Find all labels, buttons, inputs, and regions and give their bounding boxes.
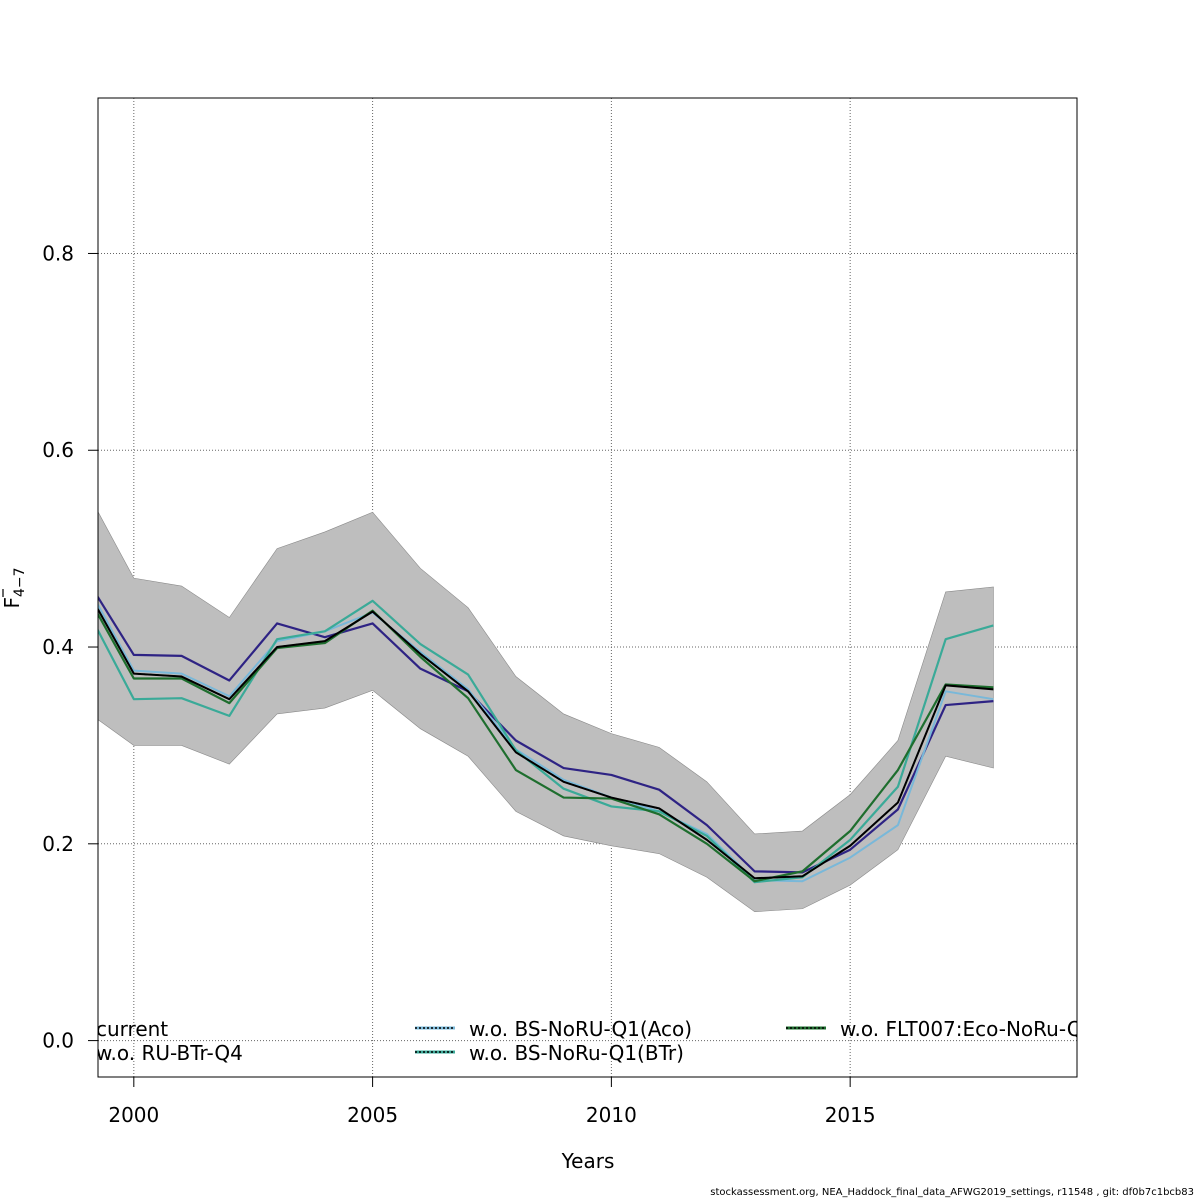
series-layer — [98, 595, 994, 884]
x-tick-label: 2000 — [108, 1103, 159, 1127]
series-line — [98, 599, 994, 884]
svg-text:F4−7: F4−7 — [0, 567, 28, 608]
x-tick-label: 2015 — [825, 1103, 876, 1127]
y-axis-title: F4−7 — [0, 567, 28, 608]
legend-label: w.o. FLT007:Eco-NoRu-Q — [840, 1017, 1083, 1041]
y-axis-title-main: F — [0, 597, 24, 609]
series-line — [98, 595, 994, 874]
confidence-band-layer — [98, 511, 994, 913]
x-axis: 2000 2005 2010 2015 — [108, 1077, 876, 1127]
x-tick-label: 2005 — [347, 1103, 398, 1127]
grid — [98, 98, 1077, 1077]
legend-label: current — [96, 1017, 168, 1041]
plot-frame — [97, 97, 1078, 1078]
series-line — [98, 602, 994, 883]
x-axis-title: Years — [561, 1149, 615, 1173]
legend-label: w.o. RU-BTr-Q4 — [96, 1041, 243, 1065]
legend-label: w.o. BS-NoRU-Q1(Aco) — [469, 1017, 692, 1041]
y-tick-label: 0.2 — [42, 832, 74, 856]
series-line — [98, 609, 994, 883]
y-axis-title-sub: 4−7 — [12, 567, 28, 597]
y-tick-label: 0.8 — [42, 241, 74, 265]
y-tick-label: 0.4 — [42, 635, 74, 659]
confidence-band — [98, 511, 994, 913]
y-axis: 0.0 0.2 0.4 0.6 0.8 — [42, 241, 98, 1053]
legend-label: w.o. BS-NoRu-Q1(BTr) — [469, 1041, 684, 1065]
x-tick-label: 2010 — [586, 1103, 637, 1127]
footer-note: stockassessment.org, NEA_Haddock_final_d… — [710, 1187, 1194, 1198]
series-line-current-overlay — [98, 607, 994, 880]
y-tick-label: 0.6 — [42, 438, 74, 462]
y-tick-label: 0.0 — [42, 1029, 74, 1053]
